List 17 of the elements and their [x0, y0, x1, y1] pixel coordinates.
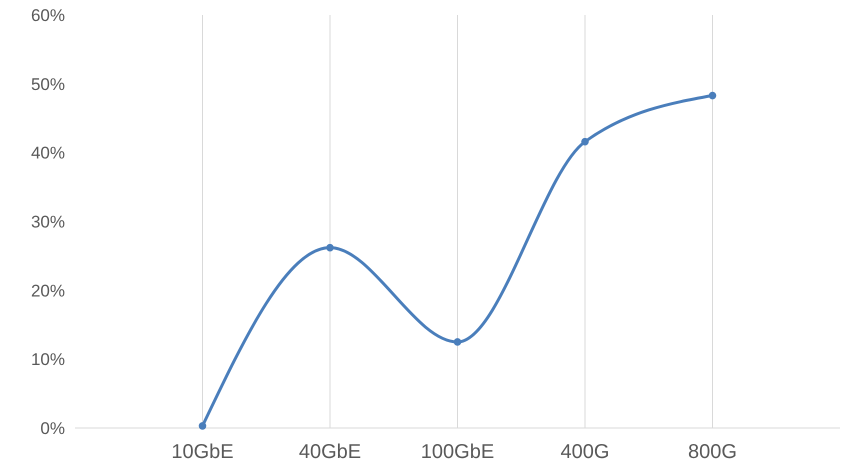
x-tick-label: 10GbE [171, 441, 234, 463]
y-tick-label: 0% [40, 418, 65, 438]
point [454, 338, 462, 346]
x-tick-label: 100GbE [420, 441, 494, 463]
x-tick-label: 400G [560, 441, 610, 463]
x-tick-label: 40GbE [298, 441, 362, 463]
point [708, 92, 716, 100]
point [198, 422, 206, 430]
y-tick-label: 10% [30, 350, 65, 370]
y-tick-label: 60% [30, 6, 65, 25]
point [326, 244, 334, 252]
x-tick-label: 800G [688, 441, 737, 463]
y-tick-label: 40% [30, 144, 65, 163]
y-tick-label: 50% [30, 74, 65, 94]
y-tick-label: 30% [30, 212, 65, 232]
y-tick-label: 20% [30, 281, 65, 300]
point [581, 138, 589, 146]
